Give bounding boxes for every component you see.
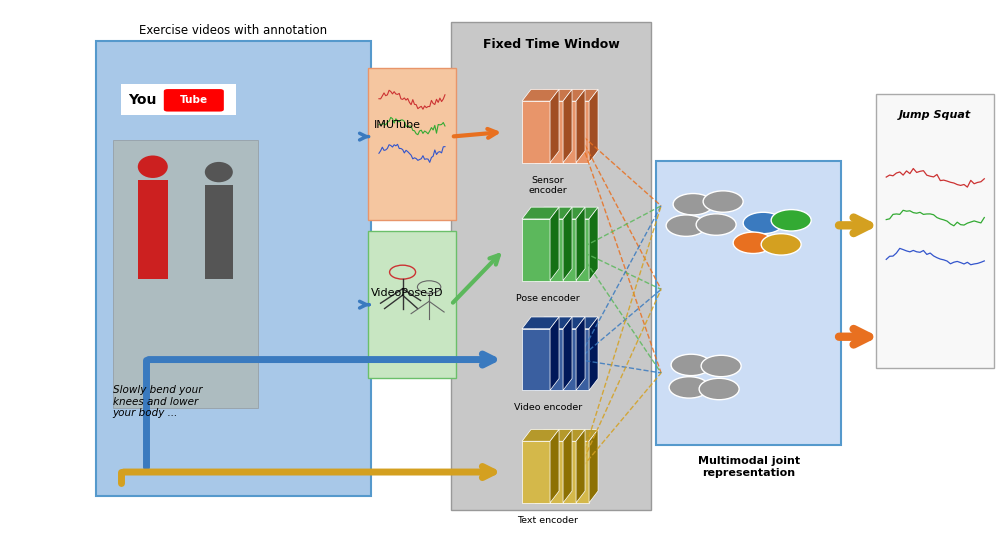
FancyBboxPatch shape (548, 441, 576, 503)
FancyBboxPatch shape (522, 441, 550, 503)
FancyBboxPatch shape (522, 329, 550, 390)
Circle shape (696, 214, 736, 235)
Text: Video encoder: Video encoder (514, 403, 582, 412)
Polygon shape (550, 89, 559, 163)
Polygon shape (522, 207, 559, 219)
Polygon shape (550, 317, 559, 390)
FancyBboxPatch shape (522, 101, 550, 163)
Ellipse shape (204, 162, 232, 182)
FancyBboxPatch shape (368, 68, 456, 220)
Polygon shape (522, 89, 559, 101)
FancyBboxPatch shape (368, 231, 456, 378)
Polygon shape (138, 180, 167, 279)
Polygon shape (589, 89, 598, 163)
Polygon shape (561, 207, 598, 219)
Circle shape (743, 212, 784, 234)
Polygon shape (563, 317, 572, 390)
Circle shape (673, 193, 713, 215)
Text: Slowly bend your
knees and lower
your body ...: Slowly bend your knees and lower your bo… (113, 385, 202, 418)
Text: You: You (128, 93, 156, 107)
Polygon shape (535, 317, 572, 329)
FancyBboxPatch shape (96, 41, 371, 496)
Text: Multimodal joint
representation: Multimodal joint representation (697, 456, 800, 477)
Polygon shape (576, 207, 585, 280)
FancyBboxPatch shape (548, 101, 576, 163)
Polygon shape (561, 317, 598, 329)
Text: Tube: Tube (179, 96, 207, 105)
Polygon shape (535, 89, 572, 101)
FancyBboxPatch shape (113, 140, 258, 408)
Ellipse shape (138, 156, 167, 178)
Polygon shape (204, 185, 232, 279)
FancyBboxPatch shape (451, 22, 651, 510)
FancyBboxPatch shape (876, 95, 994, 368)
Circle shape (699, 378, 739, 400)
Polygon shape (576, 89, 585, 163)
Polygon shape (535, 207, 572, 219)
Circle shape (669, 376, 709, 398)
Text: Fixed Time Window: Fixed Time Window (483, 38, 619, 51)
FancyBboxPatch shape (548, 329, 576, 390)
Text: Exercise videos with annotation: Exercise videos with annotation (139, 24, 328, 37)
FancyBboxPatch shape (163, 89, 223, 112)
FancyBboxPatch shape (548, 219, 576, 280)
FancyBboxPatch shape (535, 441, 563, 503)
Text: IMUTube: IMUTube (374, 120, 421, 130)
FancyBboxPatch shape (535, 219, 563, 280)
Polygon shape (522, 430, 559, 441)
Circle shape (671, 354, 711, 375)
Polygon shape (589, 430, 598, 503)
Circle shape (772, 209, 812, 231)
Text: Text encoder: Text encoder (517, 516, 578, 525)
Polygon shape (589, 317, 598, 390)
Polygon shape (548, 317, 585, 329)
Polygon shape (548, 430, 585, 441)
FancyBboxPatch shape (561, 441, 589, 503)
FancyBboxPatch shape (561, 219, 589, 280)
Polygon shape (550, 430, 559, 503)
Polygon shape (563, 207, 572, 280)
FancyBboxPatch shape (535, 329, 563, 390)
Text: VideoPose3D: VideoPose3D (371, 288, 444, 298)
FancyBboxPatch shape (561, 101, 589, 163)
Circle shape (733, 232, 774, 253)
Circle shape (701, 355, 741, 376)
Polygon shape (589, 207, 598, 280)
FancyBboxPatch shape (535, 101, 563, 163)
Polygon shape (576, 317, 585, 390)
Polygon shape (563, 89, 572, 163)
Polygon shape (563, 430, 572, 503)
Polygon shape (576, 430, 585, 503)
Polygon shape (522, 317, 559, 329)
FancyBboxPatch shape (656, 162, 842, 445)
Polygon shape (548, 89, 585, 101)
Polygon shape (550, 207, 559, 280)
Text: Jump Squat: Jump Squat (899, 111, 971, 120)
Circle shape (703, 191, 743, 212)
Text: Pose encoder: Pose encoder (516, 294, 580, 303)
Polygon shape (548, 207, 585, 219)
Polygon shape (561, 89, 598, 101)
Text: Sensor
encoder: Sensor encoder (529, 176, 567, 195)
Circle shape (666, 215, 706, 236)
Circle shape (762, 234, 802, 255)
FancyBboxPatch shape (561, 329, 589, 390)
Polygon shape (535, 430, 572, 441)
FancyBboxPatch shape (121, 84, 235, 115)
FancyBboxPatch shape (522, 219, 550, 280)
Polygon shape (561, 430, 598, 441)
